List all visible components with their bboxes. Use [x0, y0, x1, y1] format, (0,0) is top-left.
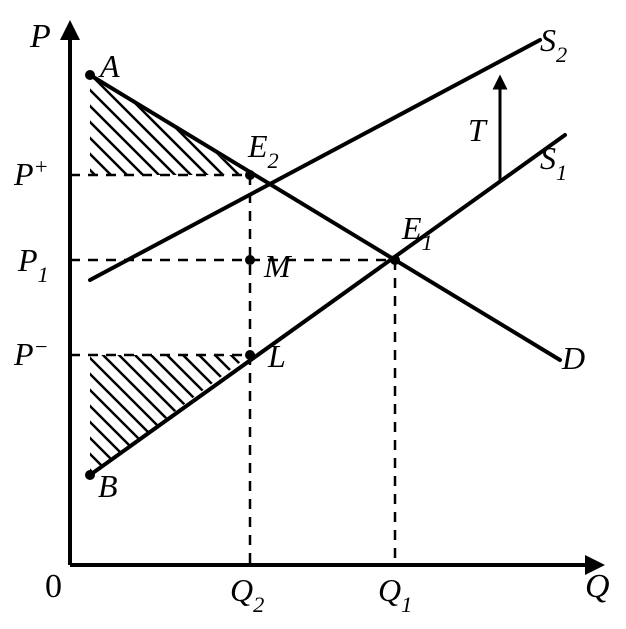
q1-label: Q1: [378, 572, 412, 614]
q2-label: Q2: [230, 572, 264, 614]
point-l-label: L: [268, 338, 286, 375]
point-b-label: B: [98, 468, 118, 505]
supply-demand-diagram: [0, 0, 626, 629]
y-axis-label: P: [30, 18, 51, 56]
diagram-svg: [0, 0, 626, 629]
point-m-label: M: [264, 248, 291, 285]
point-e1-label: E1: [402, 210, 433, 252]
p-plus-label: P+: [14, 156, 49, 193]
tax-label: T: [468, 112, 486, 149]
curve-s2-label: S2: [540, 22, 567, 64]
p-minus-label: P−: [14, 336, 49, 373]
point-a-label: A: [100, 48, 120, 85]
curve-d-label: D: [562, 340, 585, 377]
origin-label: 0: [45, 568, 62, 606]
curve-s1-label: S1: [540, 140, 567, 182]
x-axis-label: Q: [585, 568, 610, 606]
p1-label: P1: [18, 242, 49, 284]
point-e2-label: E2: [248, 128, 279, 170]
